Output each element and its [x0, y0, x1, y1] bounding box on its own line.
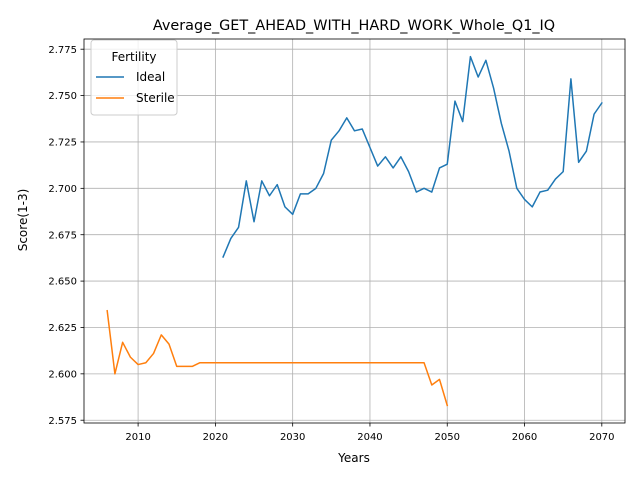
series-line-ideal [222, 55, 603, 258]
x-tick-label: 2020 [203, 432, 228, 443]
plot-frame [83, 38, 626, 424]
series-line-sterile [106, 309, 449, 407]
legend-box [90, 39, 178, 116]
y-tick-label: 2.625 [48, 323, 77, 334]
y-tick-label: 2.725 [48, 138, 77, 149]
chart-title: Average_GET_AHEAD_WITH_HARD_WORK_Whole_Q… [153, 18, 555, 34]
y-axis-label: Score(1-3) [16, 189, 30, 252]
y-tick-label: 2.650 [48, 277, 77, 288]
legend-title: Fertility [111, 50, 156, 64]
legend-label-ideal: Ideal [136, 70, 165, 84]
y-tick-label: 2.600 [48, 369, 77, 380]
axis-ticks: 2010 2020 2030 2040 2050 2060 2070 2.575 2.600 2.… [48, 45, 614, 443]
x-tick-label: 2050 [435, 432, 460, 443]
y-tick-label: 2.700 [48, 184, 77, 195]
grid [84, 39, 625, 423]
x-tick-label: 2060 [512, 432, 537, 443]
x-tick-label: 2010 [125, 432, 150, 443]
y-tick-label: 2.775 [48, 45, 77, 56]
legend: Fertility Ideal Sterile [90, 39, 178, 116]
y-tick-label: 2.750 [48, 91, 77, 102]
x-tick-label: 2070 [589, 432, 614, 443]
y-tick-label: 2.575 [48, 416, 77, 427]
x-tick-label: 2030 [280, 432, 305, 443]
legend-label-sterile: Sterile [136, 91, 175, 105]
x-tick-label: 2040 [357, 432, 382, 443]
y-tick-label: 2.675 [48, 230, 77, 241]
series-group [106, 55, 603, 407]
x-axis-label: Years [337, 451, 370, 465]
